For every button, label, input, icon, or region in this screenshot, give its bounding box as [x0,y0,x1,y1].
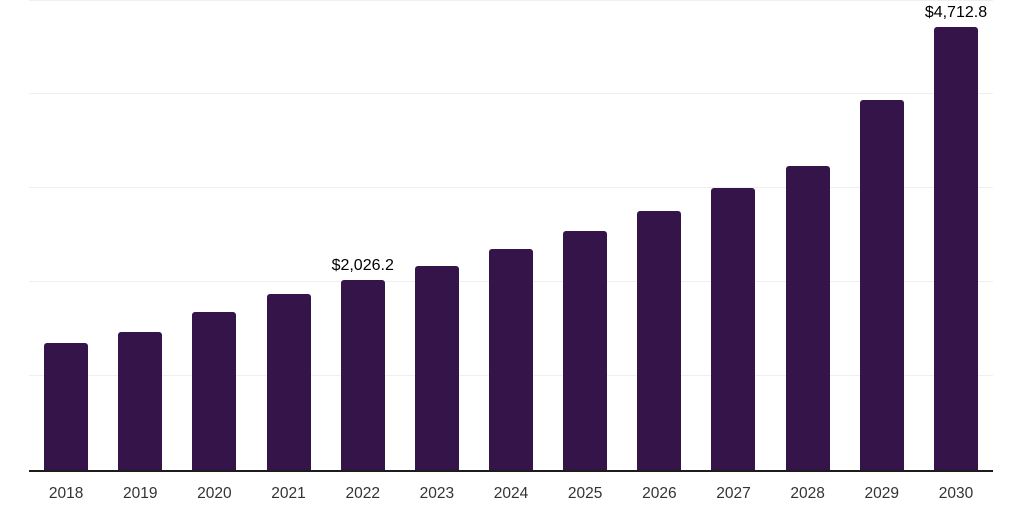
x-axis-tick-label: 2020 [197,485,232,502]
x-axis-tick-label: 2029 [864,485,900,502]
x-axis-labels: 2018 2019 2020 2021 2022 2023 2024 2025 2026 2027… [29,472,993,503]
bar-slot [474,0,548,470]
bar-slot: $2,026.2 [326,0,400,470]
bar [563,230,608,470]
bar-slot [251,0,325,470]
bar-slot [622,0,696,470]
x-axis-tick-label: 2021 [271,485,306,502]
bar [192,312,237,470]
bar-slot [400,0,474,470]
x-axis-tick-label: 2019 [122,485,158,502]
bar-slot [771,0,845,470]
bar [44,343,89,470]
x-axis-tick-label: 2030 [938,485,974,502]
bar [118,332,163,470]
x-axis-tick-label: 2024 [493,485,529,502]
bar-slot [103,0,177,470]
plot-area: $2,026.2 $4,712.8 [29,0,993,472]
bar [489,248,534,470]
x-axis-tick-label: 2022 [345,485,380,502]
gridline [29,93,993,94]
bar [340,279,385,470]
bar-slot [845,0,919,470]
x-axis-tick-label: 2025 [567,485,603,502]
bar-slot: $4,712.8 [919,0,993,470]
gridline [29,187,993,188]
bar-value-label: $4,712.8 [924,4,988,21]
x-axis-tick-label: 2023 [419,485,455,502]
bar-value-label: $2,026.2 [331,256,394,274]
bar [711,188,756,470]
bar-slot [29,0,103,470]
x-axis-tick-label: 2027 [716,485,751,502]
bar [859,100,904,470]
bar [637,210,682,470]
x-axis-tick-label: 2028 [790,485,825,502]
bar [933,27,978,470]
x-axis-tick-label: 2018 [48,485,84,502]
gridline [29,0,993,1]
x-axis-tick-label: 2026 [642,485,677,502]
bar-slot [177,0,251,470]
bar-slot [548,0,622,470]
bar [266,294,311,470]
bar [414,266,459,470]
bars-layer: $2,026.2 $4,712.8 [29,0,993,470]
bar-slot [696,0,770,470]
bar [785,166,830,470]
